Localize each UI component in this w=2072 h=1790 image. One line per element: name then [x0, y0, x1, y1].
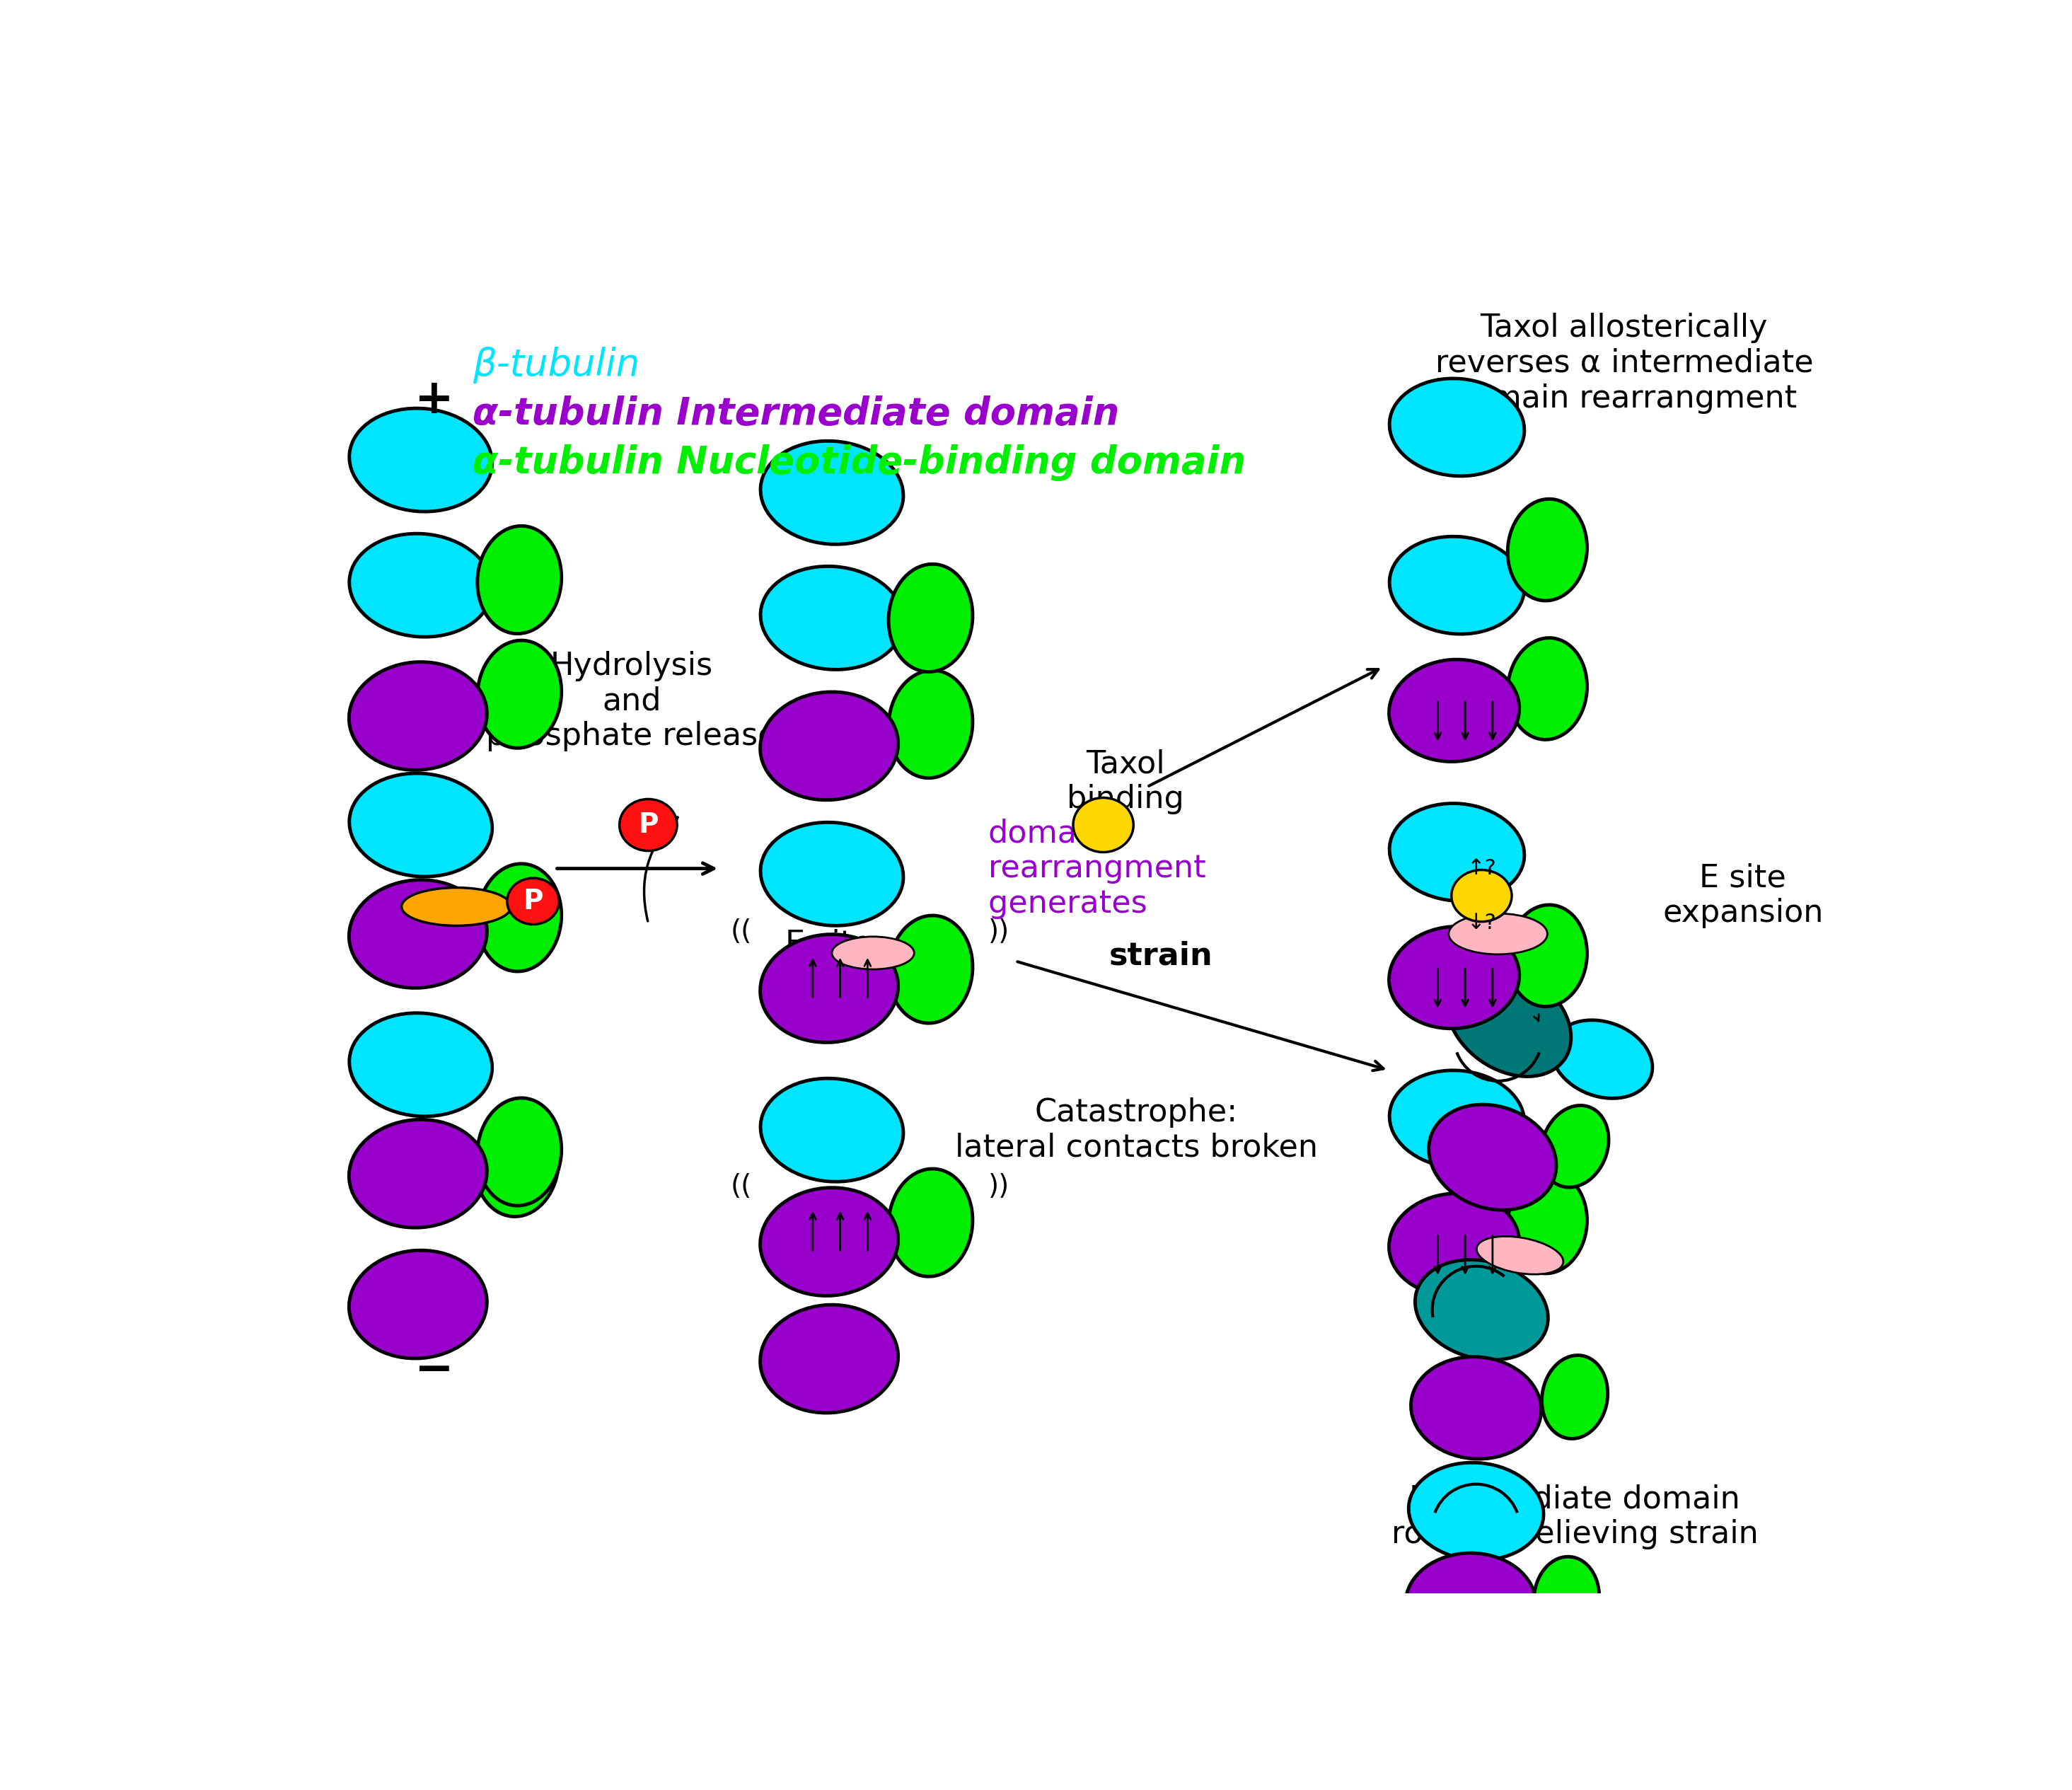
Text: Taxol
binding: Taxol binding	[1067, 748, 1183, 814]
Text: P: P	[638, 811, 659, 838]
Ellipse shape	[350, 408, 493, 512]
Ellipse shape	[1409, 1462, 1544, 1561]
Ellipse shape	[1552, 1020, 1651, 1099]
Ellipse shape	[1477, 1237, 1562, 1274]
Text: Intermediate domain
rotates, relieving strain: Intermediate domain rotates, relieving s…	[1390, 1484, 1759, 1550]
Ellipse shape	[889, 915, 972, 1024]
Ellipse shape	[889, 1169, 972, 1276]
Ellipse shape	[1405, 1554, 1535, 1656]
Ellipse shape	[760, 1187, 897, 1296]
Ellipse shape	[508, 879, 559, 924]
Ellipse shape	[348, 662, 487, 770]
Text: )): ))	[988, 918, 1009, 977]
Ellipse shape	[402, 888, 512, 925]
Ellipse shape	[348, 1249, 487, 1359]
Text: E site
compaction: E site compaction	[785, 929, 970, 993]
Ellipse shape	[833, 936, 914, 970]
Text: ↑?: ↑?	[1467, 857, 1496, 879]
Ellipse shape	[477, 865, 562, 972]
Ellipse shape	[760, 566, 903, 669]
Text: β-tubulin: β-tubulin	[472, 347, 640, 383]
Text: )): ))	[988, 1172, 1009, 1232]
Ellipse shape	[1448, 913, 1548, 954]
Text: +: +	[414, 376, 454, 424]
Ellipse shape	[350, 533, 493, 637]
Ellipse shape	[348, 881, 487, 988]
Text: Taxol allosterically
reverses α intermediate
domain rearrangment: Taxol allosterically reverses α intermed…	[1436, 313, 1813, 413]
Ellipse shape	[474, 1108, 559, 1217]
Text: α-tubulin Intermediate domain: α-tubulin Intermediate domain	[472, 396, 1119, 433]
Ellipse shape	[760, 934, 897, 1042]
Text: E site
expansion: E site expansion	[1662, 863, 1823, 929]
Ellipse shape	[620, 798, 678, 850]
Ellipse shape	[350, 773, 493, 877]
Text: ((: ((	[731, 1172, 752, 1232]
Ellipse shape	[760, 1305, 897, 1412]
Ellipse shape	[1446, 965, 1571, 1076]
Ellipse shape	[1430, 1104, 1556, 1210]
Ellipse shape	[760, 1078, 903, 1181]
Ellipse shape	[1390, 378, 1525, 476]
Ellipse shape	[760, 822, 903, 925]
Ellipse shape	[1508, 499, 1587, 601]
Ellipse shape	[1415, 1260, 1548, 1360]
Ellipse shape	[760, 440, 903, 544]
Ellipse shape	[348, 1119, 487, 1228]
Ellipse shape	[1450, 870, 1513, 922]
Text: Catastrophe:
lateral contacts broken: Catastrophe: lateral contacts broken	[955, 1097, 1318, 1164]
Ellipse shape	[1542, 1355, 1608, 1439]
Ellipse shape	[1388, 927, 1519, 1029]
Text: strain: strain	[1109, 940, 1212, 970]
Text: ((: ((	[731, 918, 752, 977]
Ellipse shape	[1508, 906, 1587, 1006]
Text: α-tubulin Nucleotide-binding domain: α-tubulin Nucleotide-binding domain	[472, 444, 1245, 482]
Ellipse shape	[477, 526, 562, 634]
Ellipse shape	[1508, 637, 1587, 739]
Ellipse shape	[1390, 1070, 1525, 1167]
Ellipse shape	[1508, 1172, 1587, 1273]
Text: ↓?: ↓?	[1467, 913, 1496, 933]
Ellipse shape	[1390, 537, 1525, 634]
Text: Hydrolysis
and
phosphate release: Hydrolysis and phosphate release	[487, 650, 777, 752]
Ellipse shape	[350, 1013, 493, 1117]
Ellipse shape	[477, 1097, 562, 1206]
Ellipse shape	[1388, 659, 1519, 761]
Ellipse shape	[889, 564, 972, 671]
Text: domain
rearrangment
generates: domain rearrangment generates	[988, 818, 1206, 918]
Text: P: P	[522, 888, 543, 915]
Ellipse shape	[1542, 1106, 1608, 1187]
Text: −: −	[414, 1346, 454, 1393]
Ellipse shape	[1073, 798, 1133, 852]
Ellipse shape	[889, 669, 972, 779]
Ellipse shape	[477, 641, 562, 748]
Ellipse shape	[1388, 1194, 1519, 1296]
Ellipse shape	[760, 693, 897, 800]
Ellipse shape	[1411, 1357, 1542, 1459]
Ellipse shape	[1390, 804, 1525, 900]
Ellipse shape	[1533, 1557, 1600, 1640]
